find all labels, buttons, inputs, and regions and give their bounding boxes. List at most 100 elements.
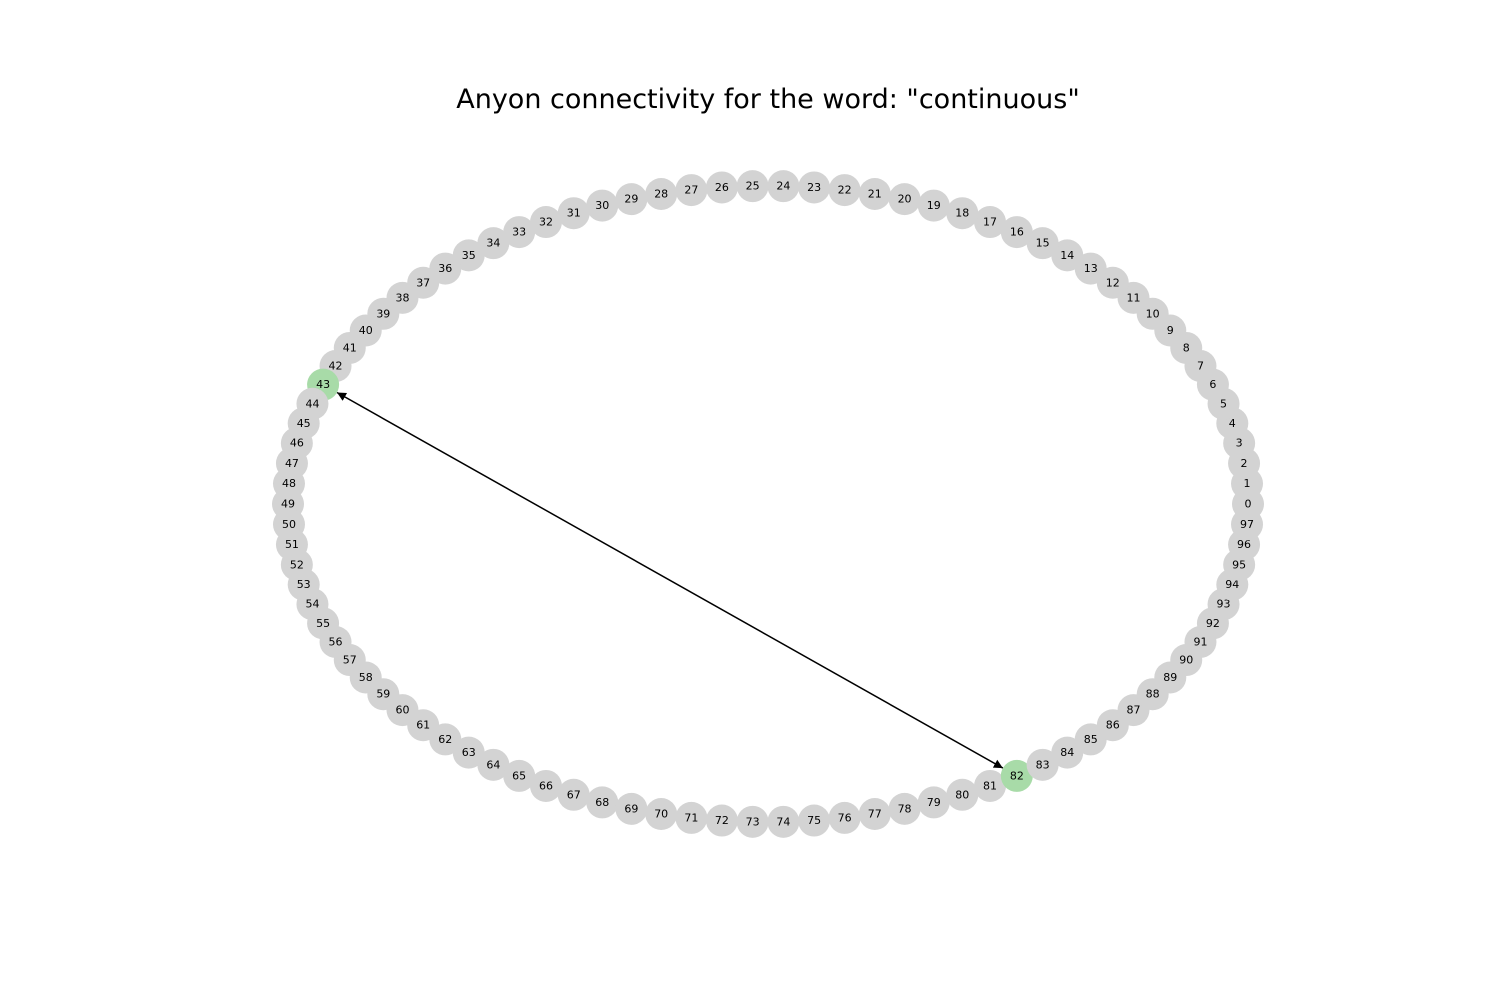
node-circle <box>615 792 648 825</box>
node-label: 82 <box>1010 769 1024 782</box>
node-label: 1 <box>1244 477 1251 490</box>
node-label: 30 <box>595 199 609 212</box>
node-26: 26 <box>705 171 738 204</box>
node-label: 0 <box>1245 498 1252 511</box>
node-73: 73 <box>736 805 769 838</box>
node-circle <box>736 805 769 838</box>
node-circle <box>529 206 562 239</box>
node-circle <box>828 174 861 207</box>
node-label: 85 <box>1084 733 1098 746</box>
node-circle <box>1000 759 1033 792</box>
node-22: 22 <box>828 174 861 207</box>
node-label: 69 <box>624 802 638 815</box>
node-circle <box>477 748 510 781</box>
node-35: 35 <box>452 239 485 272</box>
node-label: 95 <box>1232 558 1246 571</box>
node-circle <box>1074 252 1107 285</box>
nodes-layer: 0123456789101112131415161718192021222324… <box>272 170 1264 838</box>
node-label: 6 <box>1209 378 1216 391</box>
node-circle <box>557 778 590 811</box>
node-label: 94 <box>1225 578 1239 591</box>
node-21: 21 <box>858 177 891 210</box>
node-label: 58 <box>359 671 373 684</box>
node-label: 54 <box>305 598 319 611</box>
node-label: 79 <box>927 796 941 809</box>
node-25: 25 <box>736 170 769 203</box>
node-label: 8 <box>1183 341 1190 354</box>
node-79: 79 <box>917 786 950 819</box>
node-81: 81 <box>974 769 1007 802</box>
node-label: 71 <box>684 811 698 824</box>
node-label: 2 <box>1241 457 1248 470</box>
node-label: 19 <box>927 199 941 212</box>
node-30: 30 <box>586 189 619 222</box>
node-27: 27 <box>675 174 708 207</box>
node-74: 74 <box>767 805 800 838</box>
node-circle <box>888 792 921 825</box>
node-70: 70 <box>645 798 678 831</box>
node-label: 3 <box>1236 437 1243 450</box>
node-label: 72 <box>715 814 729 827</box>
node-label: 42 <box>329 360 343 373</box>
node-label: 60 <box>396 704 410 717</box>
node-label: 15 <box>1036 237 1050 250</box>
node-circle <box>503 216 536 249</box>
node-circle <box>586 786 619 819</box>
node-circle <box>974 769 1007 802</box>
node-circle <box>675 174 708 207</box>
node-circle <box>429 723 462 756</box>
node-circle <box>1026 748 1059 781</box>
node-label: 92 <box>1206 617 1220 630</box>
node-label: 31 <box>567 207 581 220</box>
node-label: 74 <box>776 815 790 828</box>
node-label: 51 <box>285 538 299 551</box>
node-label: 75 <box>807 814 821 827</box>
node-circle <box>946 197 979 230</box>
node-circle <box>858 798 891 831</box>
node-circle <box>503 759 536 792</box>
diagram-title: Anyon connectivity for the word: "contin… <box>456 84 1080 115</box>
node-label: 55 <box>316 617 330 630</box>
node-76: 76 <box>828 801 861 834</box>
node-82: 82 <box>1000 759 1033 792</box>
node-circle <box>645 798 678 831</box>
node-circle <box>529 769 562 802</box>
node-68: 68 <box>586 786 619 819</box>
node-circle <box>767 170 800 203</box>
node-circle <box>1231 508 1264 541</box>
edges-layer <box>336 391 1004 769</box>
node-label: 63 <box>462 746 476 759</box>
node-label: 48 <box>282 477 296 490</box>
node-circle <box>946 778 979 811</box>
node-label: 35 <box>462 249 476 262</box>
node-label: 90 <box>1179 654 1193 667</box>
node-circle <box>798 804 831 837</box>
node-65: 65 <box>503 759 536 792</box>
node-15: 15 <box>1026 227 1059 260</box>
node-label: 25 <box>746 180 760 193</box>
node-label: 7 <box>1197 360 1204 373</box>
node-circle <box>645 177 678 210</box>
node-24: 24 <box>767 170 800 203</box>
node-label: 67 <box>567 788 581 801</box>
node-label: 80 <box>955 788 969 801</box>
node-32: 32 <box>529 206 562 239</box>
node-label: 16 <box>1010 226 1024 239</box>
node-18: 18 <box>946 197 979 230</box>
node-label: 73 <box>746 815 760 828</box>
node-label: 10 <box>1146 307 1160 320</box>
node-label: 39 <box>376 307 390 320</box>
node-label: 78 <box>898 802 912 815</box>
node-label: 12 <box>1106 276 1120 289</box>
node-label: 50 <box>282 518 296 531</box>
node-label: 27 <box>684 184 698 197</box>
node-label: 36 <box>438 262 452 275</box>
node-17: 17 <box>974 206 1007 239</box>
node-label: 5 <box>1220 397 1227 410</box>
node-label: 65 <box>512 769 526 782</box>
node-72: 72 <box>705 804 738 837</box>
node-66: 66 <box>529 769 562 802</box>
node-label: 88 <box>1146 688 1160 701</box>
node-label: 38 <box>396 291 410 304</box>
node-label: 68 <box>595 796 609 809</box>
